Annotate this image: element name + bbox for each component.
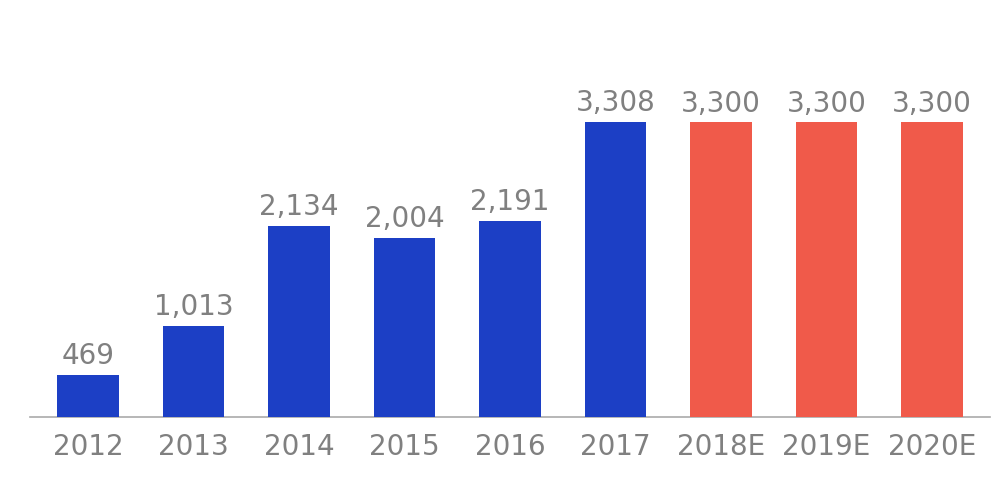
Text: 3,300: 3,300 bbox=[787, 90, 866, 118]
Text: 2,191: 2,191 bbox=[470, 188, 550, 217]
Bar bbox=[585, 122, 646, 416]
Text: 3,300: 3,300 bbox=[681, 90, 761, 118]
Bar bbox=[796, 122, 857, 416]
Text: 469: 469 bbox=[62, 342, 115, 370]
Bar bbox=[374, 238, 435, 416]
Text: 1,013: 1,013 bbox=[154, 294, 233, 321]
Text: 2,004: 2,004 bbox=[365, 205, 444, 233]
Bar bbox=[57, 375, 119, 416]
Text: 3,308: 3,308 bbox=[576, 89, 655, 117]
Bar bbox=[163, 326, 224, 416]
Bar bbox=[268, 226, 330, 416]
Bar bbox=[479, 221, 541, 416]
Bar bbox=[690, 122, 752, 416]
Text: 3,300: 3,300 bbox=[892, 90, 972, 118]
Bar bbox=[901, 122, 963, 416]
Text: 2,134: 2,134 bbox=[259, 194, 339, 221]
